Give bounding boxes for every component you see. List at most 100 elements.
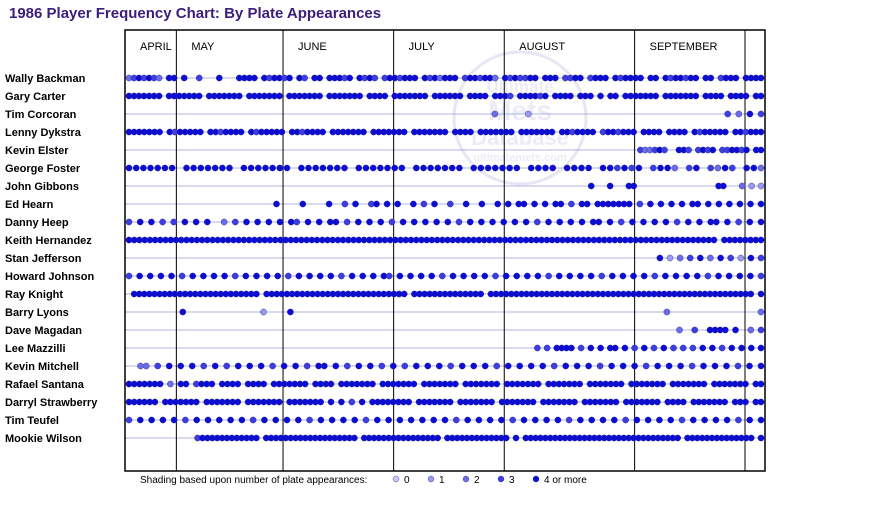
player-name-ray-knight: Ray Knight [5,289,63,301]
game-dot [441,164,449,172]
game-dot [520,416,528,424]
shading-legend: Shading based upon number of plate appea… [140,475,587,486]
game-dot [543,344,551,352]
game-dot [652,74,660,82]
game-dot [696,218,703,226]
game-dot [316,92,323,100]
game-dot [571,398,578,406]
game-dot [441,416,449,424]
game-dot [712,416,720,424]
game-dot [251,74,258,82]
game-dot [606,164,614,172]
game-dot [464,416,471,424]
game-dot [455,218,463,226]
game-dot [140,164,147,172]
game-dot [294,416,302,424]
game-dot [757,200,765,208]
plot-frame [124,29,766,472]
game-dot [219,164,226,172]
game-dot [707,74,715,82]
game-dot [292,362,299,370]
game-dot [243,218,250,226]
game-dot [757,434,765,442]
game-dot [159,416,167,424]
game-dot [231,218,239,226]
game-dot [534,218,541,226]
game-dot [680,398,687,406]
game-dot [146,272,154,280]
game-dot [378,362,386,370]
game-dot [597,344,604,352]
game-dot [136,272,143,280]
game-dot [369,164,377,172]
game-dot [167,380,174,388]
game-dot [434,164,442,172]
game-dot [177,362,184,370]
game-dot [269,362,276,370]
game-dot [707,254,714,262]
game-dot [663,308,671,316]
player-name-danny-heep: Danny Heep [5,217,69,229]
game-dot [168,164,176,172]
game-dot [136,218,144,226]
game-dot [460,272,467,280]
game-dot [516,362,524,370]
game-dot [257,362,265,370]
game-dot [192,218,200,226]
game-dot [348,398,356,406]
game-dot [694,200,702,208]
game-dot [655,128,663,136]
game-dot [542,92,549,100]
game-dot [234,398,242,406]
game-dot [384,164,391,172]
game-dot [534,272,542,280]
game-dot [168,272,175,280]
game-dot [210,272,218,280]
game-dot [585,164,592,172]
game-dot [446,398,454,406]
game-dot [609,272,616,280]
game-dot [724,110,732,118]
game-dot [253,290,260,298]
game-dot [567,92,574,100]
game-dot [723,416,731,424]
game-dot [410,218,418,226]
game-dot [156,380,164,388]
game-dot [630,182,638,190]
game-dot [545,272,552,280]
game-dot [742,92,750,100]
game-dot [254,218,261,226]
game-dot [237,128,245,136]
game-dot [356,92,364,100]
game-dot [736,272,744,280]
game-dot [717,254,724,262]
game-dot [628,164,636,172]
player-name-dave-magadan: Dave Magadan [5,325,82,337]
game-dot [665,362,673,370]
game-dot [707,218,715,226]
game-dot [204,416,212,424]
game-dot [458,362,466,370]
game-dot [447,362,455,370]
game-dot [747,434,755,442]
game-dot [293,218,301,226]
game-dot [722,128,729,136]
game-dot [686,254,694,262]
game-dot [715,272,722,280]
game-dot [631,362,638,370]
game-dot [221,272,228,280]
game-dot [532,416,539,424]
player-name-kevin-elster: Kevin Elster [5,145,69,157]
game-dot [509,416,517,424]
game-dot [576,380,584,388]
game-dot [227,416,234,424]
game-dot [588,416,596,424]
game-dot [693,164,700,172]
game-dot [596,362,604,370]
game-dot [651,218,659,226]
game-dot [527,362,535,370]
game-dot [405,398,413,406]
game-dot [671,164,679,172]
game-dot [155,74,163,82]
month-label-september: SEPTEMBER [650,41,718,53]
